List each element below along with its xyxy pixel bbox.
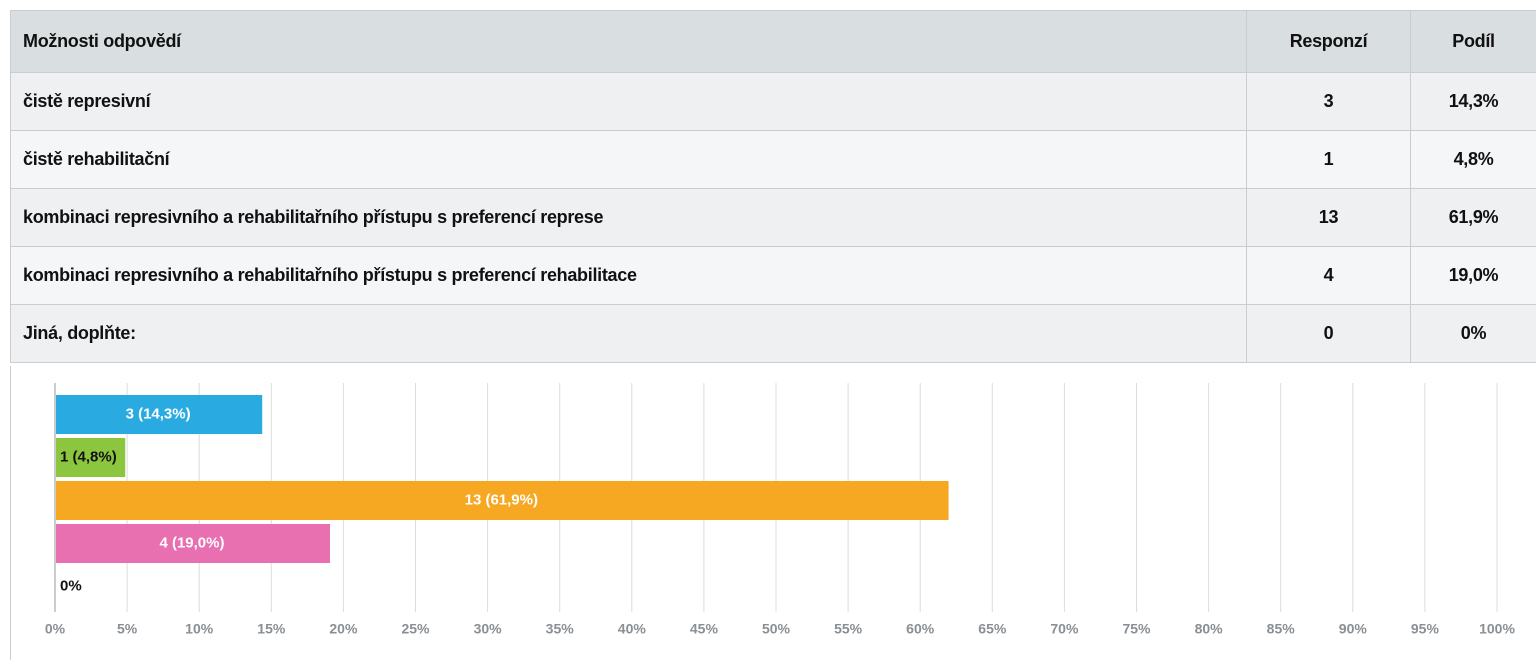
x-tick-label: 90% — [1339, 621, 1368, 637]
table-body: čistě represivní 3 14,3% čistě rehabilitačn… — [10, 72, 1536, 363]
x-tick-label: 55% — [834, 621, 863, 637]
x-tick-label: 35% — [546, 621, 575, 637]
bar-label: 3 (14,3%) — [126, 405, 191, 422]
bar — [56, 524, 330, 563]
responses-cell: 4 — [1246, 246, 1411, 305]
x-tick-label: 70% — [1050, 621, 1079, 637]
header-cell: Podíl — [1410, 10, 1536, 73]
results-table: Možnosti odpovědí Responzí Podíl čistě r… — [10, 10, 1536, 363]
bar-label: 0% — [60, 577, 82, 594]
header-cell: Možnosti odpovědí — [10, 10, 1247, 73]
bar-label: 4 (19,0%) — [159, 534, 224, 551]
table-row: kombinaci represivního a rehabilitařního… — [10, 188, 1536, 247]
x-tick-label: 75% — [1122, 621, 1151, 637]
x-tick-label: 95% — [1411, 621, 1440, 637]
header-row: Možnosti odpovědí Responzí Podíl — [10, 10, 1536, 73]
table-row: čistě represivní 3 14,3% — [10, 72, 1536, 131]
responses-cell: 1 — [1246, 130, 1411, 189]
answer-label: čistě rehabilitační — [23, 149, 170, 169]
table-row: Jiná, doplňte: 0 0% — [10, 304, 1536, 363]
answer-cell: kombinaci represivního a rehabilitařního… — [10, 188, 1247, 247]
x-tick-label: 100% — [1479, 621, 1515, 637]
x-tick-label: 10% — [185, 621, 214, 637]
x-tick-label: 45% — [690, 621, 719, 637]
x-tick-label: 15% — [257, 621, 286, 637]
answer-label: kombinaci represivního a rehabilitařního… — [23, 265, 637, 285]
table-row: čistě rehabilitační 1 4,8% — [10, 130, 1536, 189]
x-tick-label: 40% — [618, 621, 647, 637]
x-tick-label: 85% — [1267, 621, 1296, 637]
bar-label: 1 (4,8%) — [60, 448, 117, 465]
x-tick-label: 30% — [474, 621, 503, 637]
answer-cell: čistě rehabilitační — [10, 130, 1247, 189]
share-cell: 19,0% — [1410, 246, 1536, 305]
x-tick-label: 80% — [1195, 621, 1224, 637]
bar — [56, 481, 949, 520]
answer-cell: kombinaci represivního a rehabilitařního… — [10, 246, 1247, 305]
share-cell: 14,3% — [1410, 72, 1536, 131]
x-tick-label: 20% — [329, 621, 358, 637]
x-tick-label: 0% — [45, 621, 66, 637]
share-cell: 0% — [1410, 304, 1536, 363]
answer-label: Jiná, doplňte: — [23, 323, 136, 343]
answer-cell: čistě represivní — [10, 72, 1247, 131]
table-row: kombinaci represivního a rehabilitařního… — [10, 246, 1536, 305]
bar — [56, 395, 263, 434]
responses-cell: 0 — [1246, 304, 1411, 363]
share-cell: 4,8% — [1410, 130, 1536, 189]
x-tick-label: 25% — [401, 621, 430, 637]
header-cell: Responzí — [1246, 10, 1411, 73]
x-tick-label: 60% — [906, 621, 935, 637]
x-tick-label: 50% — [762, 621, 791, 637]
answer-label: kombinaci represivního a rehabilitařního… — [23, 207, 604, 227]
bar — [56, 438, 126, 477]
share-cell: 61,9% — [1410, 188, 1536, 247]
answer-cell: Jiná, doplňte: — [10, 304, 1247, 363]
answer-label: čistě represivní — [23, 91, 151, 111]
responses-cell: 13 — [1246, 188, 1411, 247]
x-tick-label: 5% — [117, 621, 138, 637]
bar-label: 13 (61,9%) — [465, 491, 538, 508]
responses-cell: 3 — [1246, 72, 1411, 131]
x-tick-label: 65% — [978, 621, 1007, 637]
results: Možnosti odpovědí Responzí Podíl čistě r… — [10, 10, 1536, 363]
chart: 0% 5% 10% 15% 20% 25% 30% 35% 40% 45% 50% 55% 60% 65%… — [10, 366, 1515, 660]
